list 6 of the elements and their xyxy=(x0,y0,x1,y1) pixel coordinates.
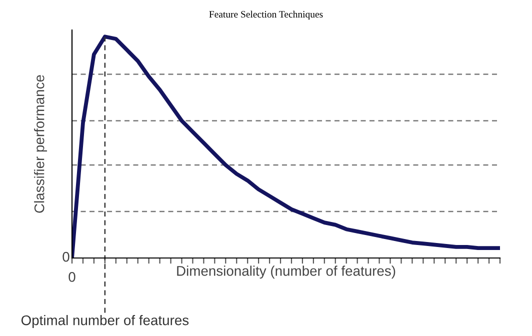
text: 0 xyxy=(68,272,76,282)
text: 0 xyxy=(62,252,70,262)
y-axis-title: Classifier performance xyxy=(34,75,47,213)
x-axis-title: Dimensionality (number of features) xyxy=(177,266,396,279)
text: Optimal number of features xyxy=(21,315,189,328)
chart-title: Feature Selection Techniques xyxy=(209,10,323,20)
